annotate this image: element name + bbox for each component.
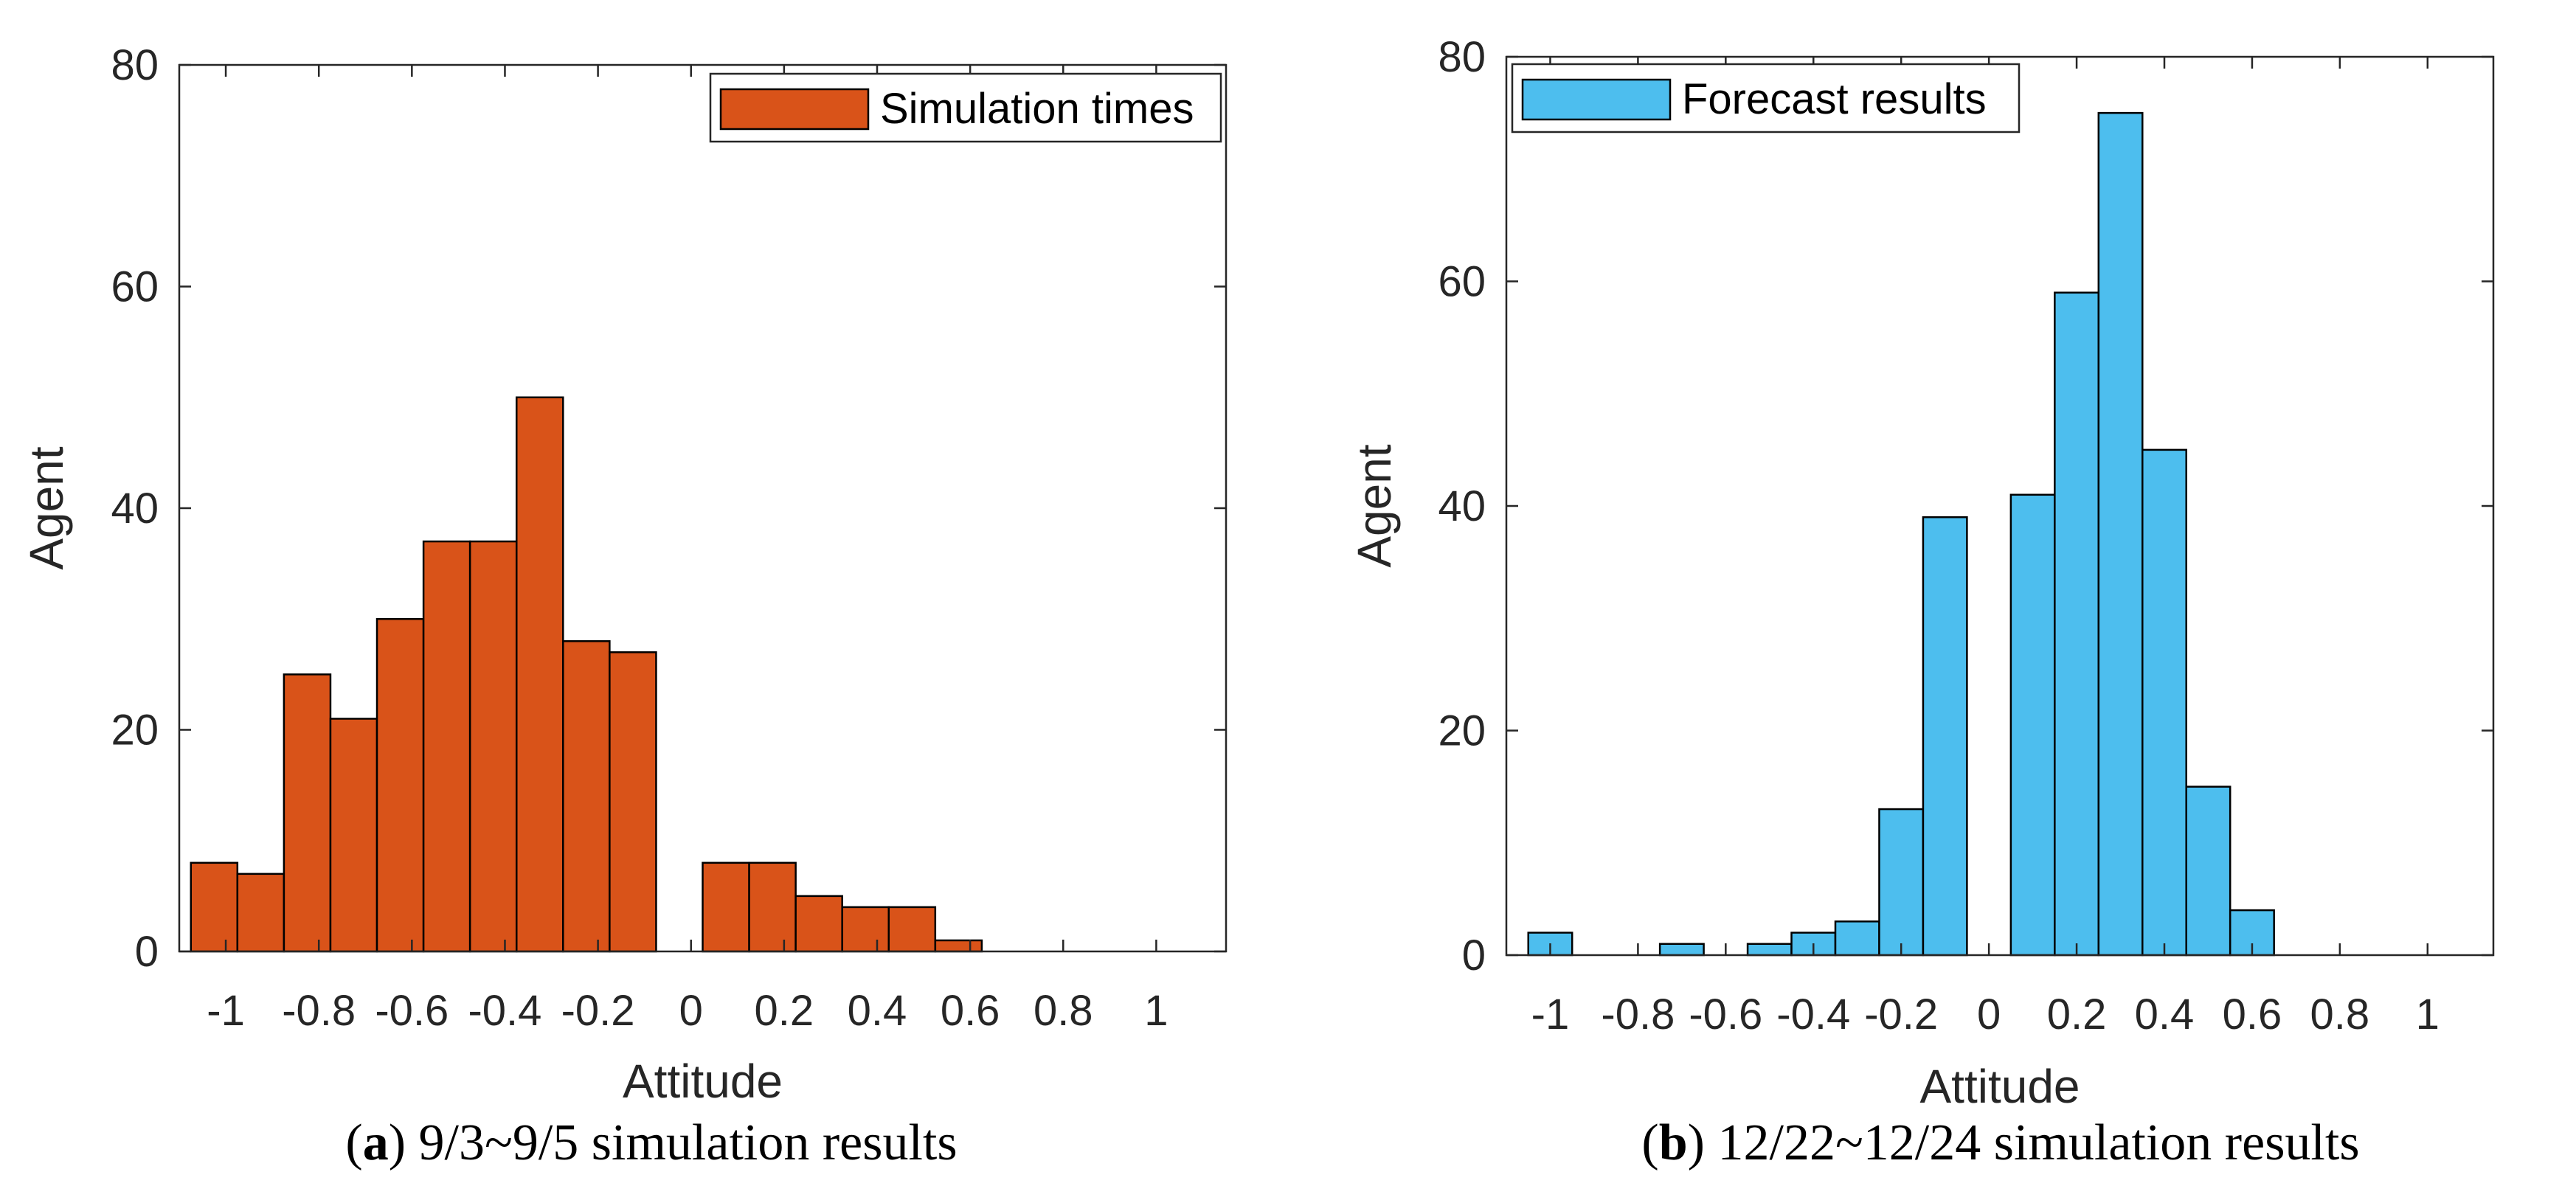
- x-tick-label-b-9: 0.8: [2310, 991, 2370, 1038]
- x-tick-label-b-6: 0.2: [2047, 991, 2107, 1038]
- y-tick-label-a-0: 0: [135, 928, 159, 976]
- x-tick-label-b-5: 0: [1977, 991, 2001, 1038]
- x-tick-label-b-3: -0.4: [1776, 991, 1850, 1038]
- x-tick-label-a-5: 0: [679, 987, 703, 1035]
- x-tick-label-a-0: -1: [207, 987, 245, 1035]
- y-tick-label-b-2: 40: [1438, 482, 1486, 530]
- x-tick-label-b-0: -1: [1531, 991, 1570, 1038]
- legend-a: Simulation times: [709, 72, 1222, 143]
- y-tick-label-b-3: 60: [1438, 258, 1486, 306]
- bar-a-11: [748, 861, 797, 953]
- x-axis-title-b: Attitude: [1919, 1060, 2080, 1113]
- bar-a-2: [283, 673, 332, 953]
- bar-a-15: [934, 939, 983, 953]
- y-tick-label-a-3: 60: [111, 263, 159, 311]
- bar-a-6: [468, 540, 518, 953]
- bar-a-5: [422, 540, 471, 953]
- caption-a-letter: a: [362, 1114, 389, 1171]
- bar-a-8: [562, 640, 611, 953]
- bar-b-8: [2054, 291, 2100, 957]
- bar-b-9: [2097, 111, 2144, 957]
- x-tick-label-b-7: 0.4: [2135, 991, 2195, 1038]
- x-tick-label-b-1: -0.8: [1601, 991, 1675, 1038]
- bar-a-1: [236, 873, 285, 953]
- bar-a-13: [841, 906, 890, 953]
- bar-a-10: [702, 861, 750, 953]
- bar-b-1: [1658, 943, 1705, 957]
- legend-swatch-a: [719, 88, 870, 131]
- x-tick-label-a-9: 0.8: [1033, 987, 1093, 1035]
- y-axis-title-b: Agent: [1348, 444, 1401, 567]
- bar-a-0: [190, 861, 239, 953]
- y-axis-title-a: Agent: [20, 446, 73, 569]
- x-tick-label-b-8: 0.6: [2223, 991, 2282, 1038]
- bar-a-7: [515, 396, 564, 953]
- chart-b: -1 -0.8 -0.6 -0.4 -0.2 0 0.2 0.4 0.6 0.8 1 0 20 40 60 8…: [1348, 33, 2495, 1113]
- legend-label-a: Simulation times: [880, 85, 1194, 133]
- x-tick-label-a-8: 0.6: [941, 987, 1000, 1035]
- y-tick-label-b-1: 20: [1438, 707, 1486, 755]
- bar-b-6: [1922, 516, 1968, 957]
- bar-b-4: [1834, 920, 1880, 957]
- caption-b: (b) 12/22~12/24 simulation results: [1641, 1114, 2360, 1171]
- bar-a-9: [609, 651, 657, 953]
- x-axis-title-a: Attitude: [623, 1055, 783, 1108]
- x-tick-label-b-10: 1: [2416, 991, 2440, 1038]
- x-tick-label-a-2: -0.6: [375, 987, 449, 1035]
- legend-b: Forecast results: [1511, 63, 2021, 133]
- x-tick-label-a-10: 1: [1144, 987, 1168, 1035]
- plot-frame-b: [1505, 55, 2495, 957]
- bar-b-2: [1746, 943, 1793, 957]
- caption-a: (a) 9/3~9/5 simulation results: [345, 1114, 958, 1171]
- y-tick-label-a-1: 20: [111, 707, 159, 755]
- legend-label-b: Forecast results: [1682, 75, 1987, 123]
- bar-b-7: [2009, 493, 2056, 957]
- bar-b-5: [1878, 808, 1925, 957]
- caption-a-text: 9/3~9/5 simulation results: [418, 1114, 958, 1171]
- bar-a-14: [887, 906, 937, 953]
- caption-b-text: 12/22~12/24 simulation results: [1717, 1114, 2360, 1171]
- chart-a: -1 -0.8 -0.6 -0.4 -0.2 0 0.2 0.4 0.6 0.8 1 0 20 40 60 8…: [20, 41, 1228, 1108]
- x-tick-label-b-4: -0.2: [1864, 991, 1938, 1038]
- x-tick-label-a-1: -0.8: [282, 987, 356, 1035]
- bar-b-10: [2142, 448, 2187, 957]
- x-tick-label-a-4: -0.2: [561, 987, 635, 1035]
- x-tick-label-a-3: -0.4: [468, 987, 541, 1035]
- x-tick-label-a-6: 0.2: [755, 987, 814, 1035]
- bar-a-12: [794, 895, 843, 953]
- bar-a-3: [329, 718, 378, 953]
- y-tick-label-b-4: 80: [1438, 33, 1486, 81]
- y-tick-label-a-2: 40: [111, 485, 159, 533]
- x-tick-label-b-2: -0.6: [1689, 991, 1762, 1038]
- y-tick-label-a-4: 80: [111, 41, 159, 89]
- bar-b-11: [2185, 785, 2232, 957]
- bar-a-4: [375, 618, 425, 953]
- legend-swatch-b: [1521, 78, 1672, 121]
- caption-b-letter: b: [1658, 1114, 1688, 1171]
- y-tick-label-b-0: 0: [1462, 932, 1486, 979]
- x-tick-label-a-7: 0.4: [848, 987, 907, 1035]
